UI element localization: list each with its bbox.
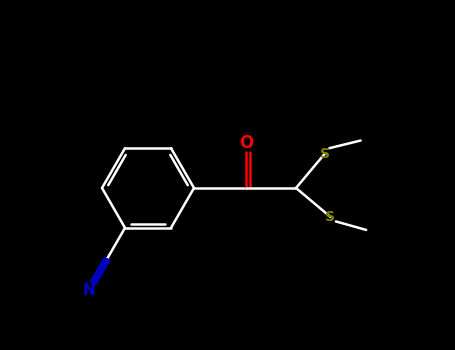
Text: S: S — [320, 147, 330, 161]
Text: N: N — [83, 283, 96, 298]
Text: O: O — [239, 134, 253, 152]
Text: S: S — [325, 210, 335, 224]
